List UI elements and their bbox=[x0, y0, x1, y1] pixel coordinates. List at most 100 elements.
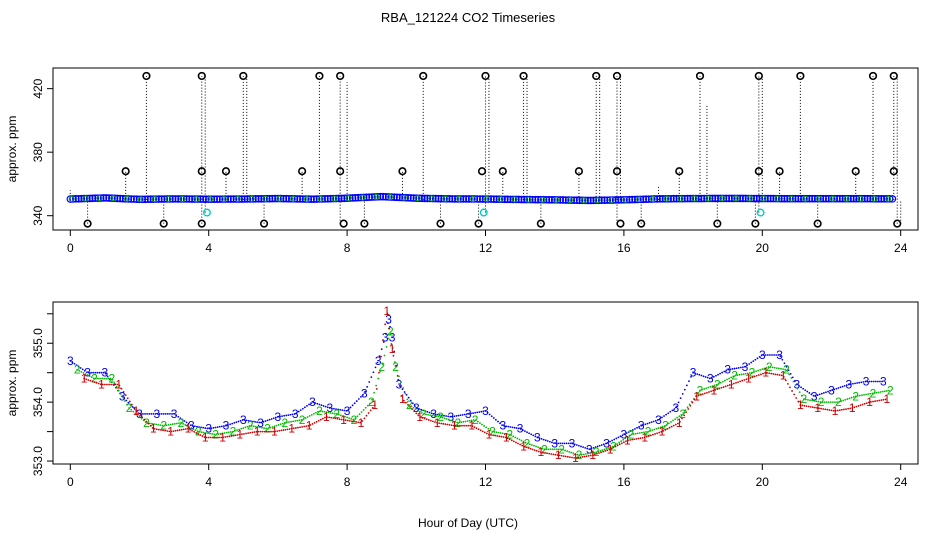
series-3-trace-dot bbox=[283, 414, 286, 417]
baseline-point bbox=[138, 195, 147, 204]
series-3-trace-dot bbox=[663, 415, 665, 417]
series-3-trace-dot bbox=[467, 412, 470, 415]
series-3-label-point: 3 bbox=[499, 419, 506, 433]
series-2-trace-dot bbox=[306, 416, 309, 418]
series-1-label-point: 1 bbox=[384, 304, 391, 318]
baseline-point bbox=[318, 195, 326, 203]
baseline-point bbox=[564, 196, 573, 204]
baseline-point bbox=[631, 195, 639, 204]
baseline-point bbox=[72, 195, 80, 203]
series-2-label-point: 2 bbox=[506, 428, 513, 442]
series-1-trace-dot bbox=[427, 419, 430, 421]
baseline-point-green bbox=[525, 196, 532, 203]
series-3-trace-dot bbox=[864, 380, 867, 383]
series-1-trace-dot bbox=[490, 433, 492, 436]
series-1-trace-dot bbox=[832, 409, 835, 412]
series-2-trace-dot bbox=[638, 432, 641, 434]
series-2-trace-dot bbox=[794, 384, 797, 386]
series-1-trace-dot bbox=[274, 430, 277, 433]
baseline-point bbox=[794, 194, 803, 203]
series-1-label-point: 1 bbox=[323, 410, 330, 424]
series-2-trace-dot bbox=[510, 434, 513, 437]
series-1-trace-dot bbox=[724, 385, 727, 388]
series-1-trace-dot bbox=[631, 438, 634, 441]
series-3-trace-dot bbox=[472, 412, 474, 415]
baseline-point-green bbox=[594, 197, 601, 204]
series-1-trace-dot bbox=[544, 452, 546, 454]
series-3-trace-dot bbox=[476, 411, 479, 414]
series-3-trace-dot bbox=[619, 435, 622, 438]
baseline-point-green bbox=[649, 196, 656, 203]
series-2-trace-dot bbox=[607, 447, 610, 449]
series-3-trace-dot bbox=[239, 419, 242, 422]
series-1-trace-dot bbox=[292, 427, 295, 430]
series-1-trace-dot bbox=[847, 407, 850, 410]
series-3-trace-dot bbox=[210, 427, 213, 430]
outlier-point bbox=[713, 219, 722, 228]
outlier-point bbox=[398, 167, 407, 176]
series-1-trace-dot bbox=[394, 364, 397, 367]
series-3-label-point: 3 bbox=[655, 413, 662, 427]
series-1-label-point: 1 bbox=[371, 398, 378, 412]
baseline-point bbox=[94, 194, 102, 202]
baseline-point bbox=[124, 195, 133, 203]
series-1-trace-dot bbox=[116, 383, 119, 386]
series-1-trace-dot bbox=[456, 424, 459, 427]
series-1-trace-dot bbox=[587, 454, 590, 457]
series-1-trace-dot bbox=[301, 425, 304, 428]
baseline-point bbox=[357, 193, 365, 202]
series-1-trace-dot bbox=[263, 430, 266, 433]
series-1-trace-dot bbox=[855, 405, 858, 408]
series-2-trace-dot bbox=[213, 433, 216, 436]
baseline-point-green bbox=[179, 195, 186, 202]
series-3-trace-dot bbox=[787, 369, 790, 372]
series-2-trace-dot bbox=[883, 390, 886, 393]
series-3-trace-dot bbox=[154, 413, 157, 415]
series-3-trace-dot bbox=[297, 410, 300, 413]
series-3-trace-dot bbox=[779, 355, 782, 358]
series-3-trace-dot bbox=[507, 425, 510, 428]
series-1-trace-dot bbox=[110, 383, 113, 386]
series-1-trace-dot bbox=[371, 406, 374, 409]
series-1-trace-dot bbox=[126, 397, 129, 400]
series-2-trace-dot bbox=[711, 385, 714, 388]
series-2-trace-dot bbox=[184, 423, 187, 426]
baseline-point bbox=[440, 194, 448, 203]
series-1-trace-dot bbox=[178, 429, 181, 431]
baseline-point bbox=[725, 194, 733, 203]
series-2-trace-dot bbox=[881, 390, 884, 393]
baseline-point bbox=[307, 195, 315, 203]
baseline-point bbox=[406, 194, 415, 202]
series-2-label-point: 2 bbox=[662, 419, 669, 433]
baseline-point bbox=[514, 195, 523, 204]
series-1-trace-dot bbox=[778, 374, 781, 376]
series-1-trace-dot bbox=[384, 323, 387, 326]
series-1-trace-dot bbox=[218, 436, 220, 439]
baseline-point-green bbox=[566, 197, 573, 204]
series-3-trace-dot bbox=[764, 354, 767, 356]
baseline-point bbox=[149, 195, 158, 203]
series-3-label-point: 3 bbox=[223, 419, 230, 433]
series-1-trace-dot bbox=[303, 425, 306, 428]
series-2-trace-dot bbox=[599, 449, 602, 452]
series-3-trace-dot bbox=[152, 413, 155, 415]
series-1-trace-dot bbox=[668, 426, 671, 429]
series-2-trace-dot bbox=[358, 413, 361, 416]
series-1-trace-dot bbox=[755, 374, 758, 377]
series-3-trace-dot bbox=[521, 429, 524, 431]
series-1-trace-dot bbox=[560, 454, 563, 457]
series-1-trace-dot bbox=[878, 399, 881, 402]
top-x-tick-label: 4 bbox=[205, 241, 212, 255]
series-2-trace-dot bbox=[207, 432, 209, 435]
series-3-label-point: 3 bbox=[759, 348, 766, 362]
series-3-trace-dot bbox=[414, 405, 416, 408]
series-3-trace-dot bbox=[306, 405, 308, 407]
baseline-point-green bbox=[497, 196, 504, 203]
baseline-point-green bbox=[788, 195, 795, 202]
series-2-trace-dot bbox=[628, 434, 631, 437]
series-1-trace-dot bbox=[492, 434, 495, 437]
series-2-trace-dot bbox=[541, 447, 544, 450]
series-3-trace-dot bbox=[160, 413, 163, 415]
series-2-trace-dot bbox=[813, 400, 816, 402]
series-3-trace-dot bbox=[79, 367, 82, 369]
